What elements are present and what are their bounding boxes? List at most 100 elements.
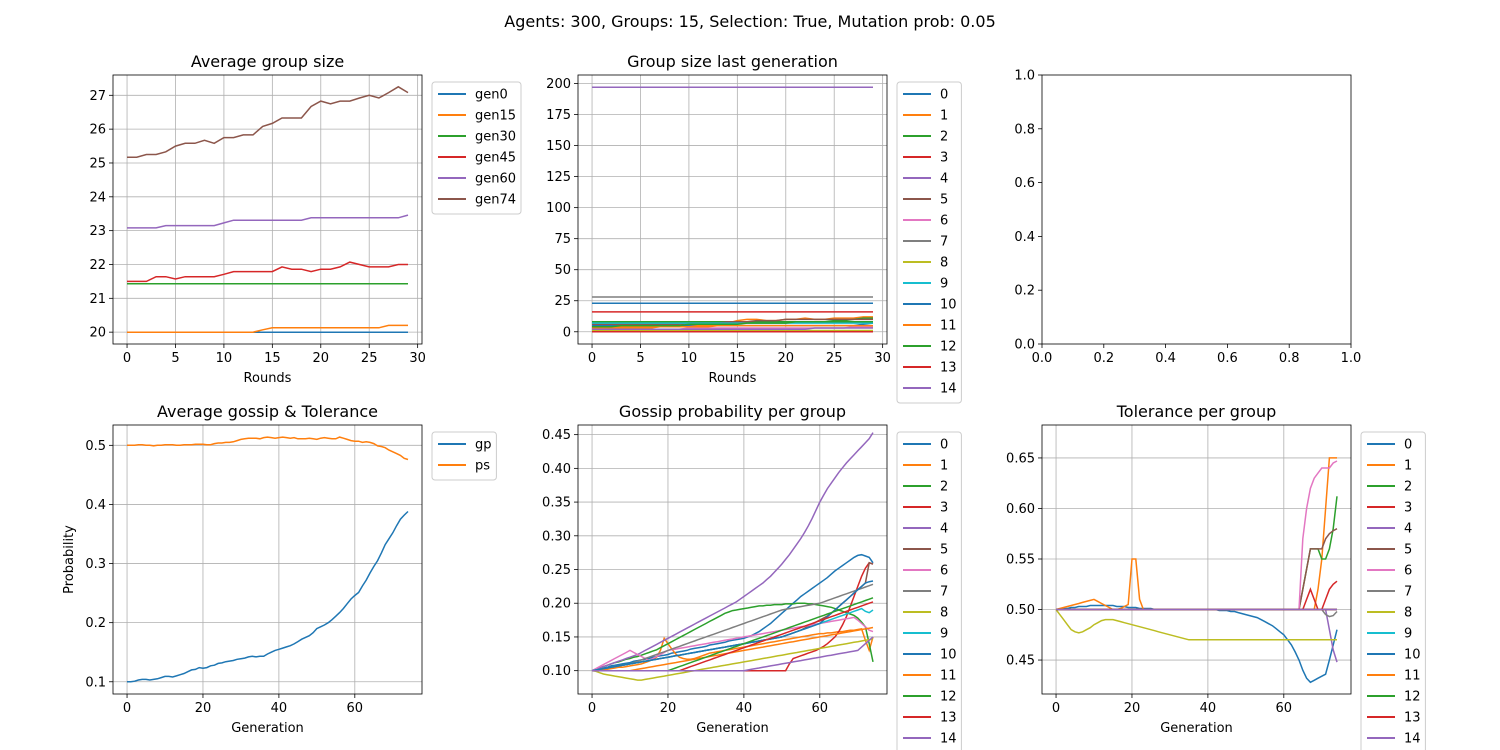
legend-label: 14	[1404, 732, 1421, 747]
y-tick-label: 125	[546, 170, 571, 185]
y-tick-label: 21	[89, 292, 106, 307]
plot-area	[113, 425, 422, 694]
series-line-2	[591, 602, 874, 672]
series-line-14	[592, 636, 874, 672]
series-line-ps	[127, 436, 409, 461]
legend-label: 4	[1404, 522, 1412, 537]
x-tick-label: 20	[660, 701, 677, 716]
series-line-5	[592, 318, 873, 326]
x-axis-label: Generation	[1160, 721, 1233, 736]
y-tick-label: 0	[563, 325, 571, 340]
legend-label: 6	[940, 564, 948, 579]
legend-label: ps	[475, 459, 490, 474]
x-tick-label: 30	[874, 351, 891, 366]
x-tick-label: 0	[123, 701, 131, 716]
legend-label: 5	[940, 193, 948, 208]
y-tick-label: 100	[546, 201, 571, 216]
legend-label: 13	[940, 711, 957, 726]
legend-label: 4	[940, 172, 948, 187]
y-tick-label: 22	[89, 258, 106, 273]
y-tick-label: 20	[89, 326, 106, 341]
legend-label: 12	[940, 690, 957, 705]
legend-label: 7	[1404, 585, 1412, 600]
legend-label: 14	[940, 732, 957, 747]
plot-area	[113, 75, 422, 344]
x-tick-label: 10	[681, 351, 698, 366]
series-line-14	[592, 327, 873, 331]
legend-label: 0	[1404, 438, 1412, 453]
legend-label: 1	[940, 109, 948, 124]
legend-label: 14	[940, 382, 957, 397]
y-tick-label: 0.55	[1006, 552, 1035, 567]
y-tick-label: 25	[554, 294, 571, 309]
legend-label: gen30	[475, 130, 516, 145]
series-line-gen45	[127, 261, 408, 283]
legend-box	[896, 81, 962, 404]
x-tick-label: 0	[123, 351, 131, 366]
y-tick-label: 75	[554, 232, 571, 247]
y-tick-label: 0.15	[542, 630, 571, 645]
legend-label: 10	[940, 298, 957, 313]
legend-label: 7	[940, 235, 948, 250]
series-line-gen15	[127, 324, 408, 333]
x-tick-label: 20	[778, 351, 795, 366]
legend-label: 8	[940, 606, 948, 621]
x-tick-label: 20	[195, 701, 212, 716]
legend-label: 13	[1404, 711, 1421, 726]
x-tick-label: 60	[1276, 701, 1293, 716]
x-axis-label: Rounds	[709, 371, 757, 386]
axes-frame	[112, 424, 423, 695]
subplot-group-size-last: 0 5 10 15 20 25 300255075100125150175200Group …	[546, 52, 962, 404]
legend-label: gen45	[475, 151, 516, 166]
y-tick-label: 0.10	[542, 664, 571, 679]
series-line-11	[592, 324, 873, 328]
legend-label: 8	[1404, 606, 1412, 621]
y-tick-label: 0.8	[1014, 122, 1035, 137]
x-tick-label: 25	[826, 351, 843, 366]
legend-label: 1	[940, 459, 948, 474]
y-tick-label: 23	[89, 224, 106, 239]
x-tick-label: 0	[588, 351, 596, 366]
x-tick-label: 60	[347, 701, 364, 716]
subplot-avg-group-size: 0 5 10 15 20 25 30 20 21 22 23 24 25 26 27 Average grou…	[89, 52, 522, 386]
legend-label: 10	[940, 648, 957, 663]
y-tick-label: 0.45	[542, 428, 571, 443]
y-tick-label: 0.2	[1014, 284, 1035, 299]
series-line-8	[591, 638, 874, 681]
legend-label: 2	[940, 130, 948, 145]
x-tick-label: 60	[812, 701, 829, 716]
legend-label: gen74	[475, 193, 516, 208]
axes-frame	[112, 74, 423, 345]
subplot-title: Tolerance per group	[1116, 402, 1277, 421]
plot-area	[1042, 75, 1351, 344]
legend-label: 2	[940, 480, 948, 495]
y-tick-label: 0.4	[1014, 230, 1035, 245]
x-axis-label: Generation	[696, 721, 769, 736]
legend-label: 11	[940, 319, 957, 334]
x-tick-label: 40	[1200, 701, 1217, 716]
x-tick-label: 40	[271, 701, 288, 716]
series-line-gen60	[127, 214, 409, 229]
legend-label: 4	[940, 522, 948, 537]
x-tick-label: 0	[588, 701, 596, 716]
legend-label: 3	[940, 151, 948, 166]
legend-label: 6	[940, 214, 948, 229]
x-tick-label: 0.2	[1093, 351, 1114, 366]
x-tick-label: 5	[636, 351, 644, 366]
x-tick-label: 40	[736, 701, 753, 716]
y-tick-label: 0.2	[85, 616, 106, 631]
y-tick-label: 26	[89, 123, 106, 138]
y-tick-label: 0.5	[85, 439, 106, 454]
x-tick-label: 20	[313, 351, 330, 366]
y-tick-label: 0.0	[1014, 338, 1035, 353]
y-tick-label: 175	[546, 108, 571, 123]
subplot-title: Average gossip & Tolerance	[157, 402, 378, 421]
series-line-4	[591, 432, 874, 672]
x-tick-label: 0.0	[1032, 351, 1053, 366]
legend-label: 6	[1404, 564, 1412, 579]
series-line-12	[592, 321, 873, 328]
y-tick-label: 200	[546, 77, 571, 92]
